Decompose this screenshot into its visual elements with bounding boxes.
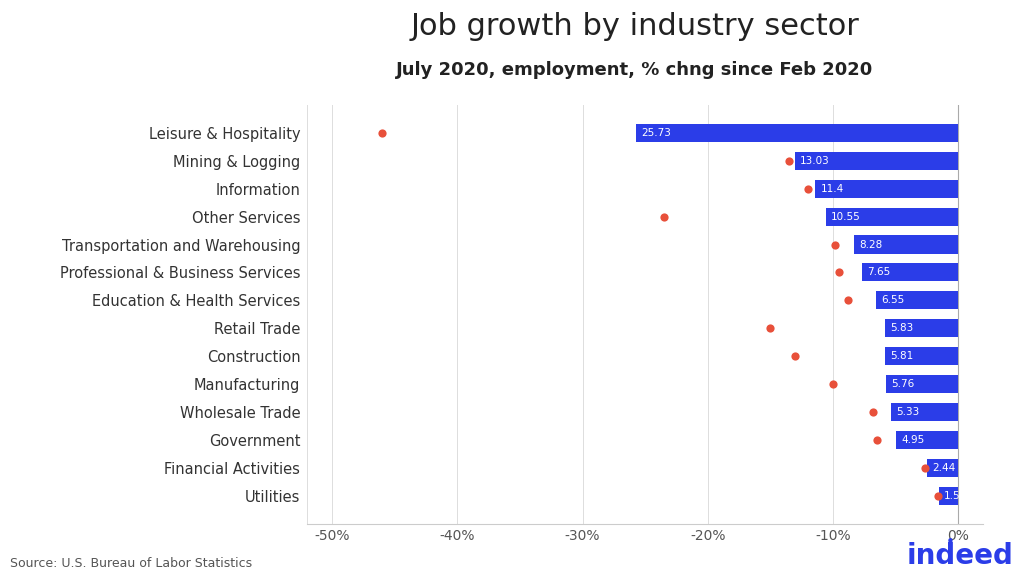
Bar — [636, 124, 958, 142]
Bar — [815, 180, 958, 198]
Point — [918, 463, 934, 473]
Point — [781, 156, 798, 165]
Point — [655, 212, 672, 221]
Text: 8.28: 8.28 — [859, 240, 883, 250]
Point — [787, 352, 804, 361]
Text: 1.52: 1.52 — [944, 491, 968, 501]
Text: 13.03: 13.03 — [800, 156, 829, 166]
Text: 7.65: 7.65 — [867, 267, 891, 278]
Text: •: • — [946, 535, 954, 550]
Bar — [795, 152, 958, 170]
Text: 6.55: 6.55 — [881, 295, 904, 306]
Bar — [886, 375, 958, 393]
Bar — [886, 347, 958, 365]
Text: 5.33: 5.33 — [896, 407, 920, 417]
Bar — [939, 487, 958, 505]
Bar — [891, 403, 958, 421]
Text: July 2020, employment, % chng since Feb 2020: July 2020, employment, % chng since Feb … — [396, 61, 873, 79]
Text: 25.73: 25.73 — [641, 128, 671, 138]
Point — [762, 324, 778, 333]
Point — [830, 268, 847, 277]
Text: Source: U.S. Bureau of Labor Statistics: Source: U.S. Bureau of Labor Statistics — [10, 558, 252, 570]
Point — [930, 491, 946, 501]
Bar — [896, 431, 958, 449]
Text: 10.55: 10.55 — [830, 212, 861, 222]
Bar — [885, 319, 958, 338]
Bar — [876, 291, 958, 310]
Text: 2.44: 2.44 — [933, 463, 955, 473]
Text: 5.83: 5.83 — [890, 323, 913, 333]
Bar — [826, 208, 958, 226]
Text: 5.76: 5.76 — [891, 379, 914, 389]
Point — [800, 184, 816, 193]
Text: 11.4: 11.4 — [820, 184, 844, 194]
Point — [824, 379, 841, 389]
Point — [868, 435, 885, 445]
Bar — [862, 263, 958, 282]
Text: indeed: indeed — [907, 542, 1014, 570]
Point — [374, 128, 390, 137]
Text: 5.81: 5.81 — [890, 351, 913, 361]
Text: 4.95: 4.95 — [901, 435, 925, 445]
Point — [840, 296, 856, 305]
Point — [827, 240, 844, 249]
Text: Job growth by industry sector: Job growth by industry sector — [411, 12, 859, 41]
Bar — [854, 236, 958, 254]
Bar — [928, 459, 958, 477]
Point — [864, 407, 881, 417]
